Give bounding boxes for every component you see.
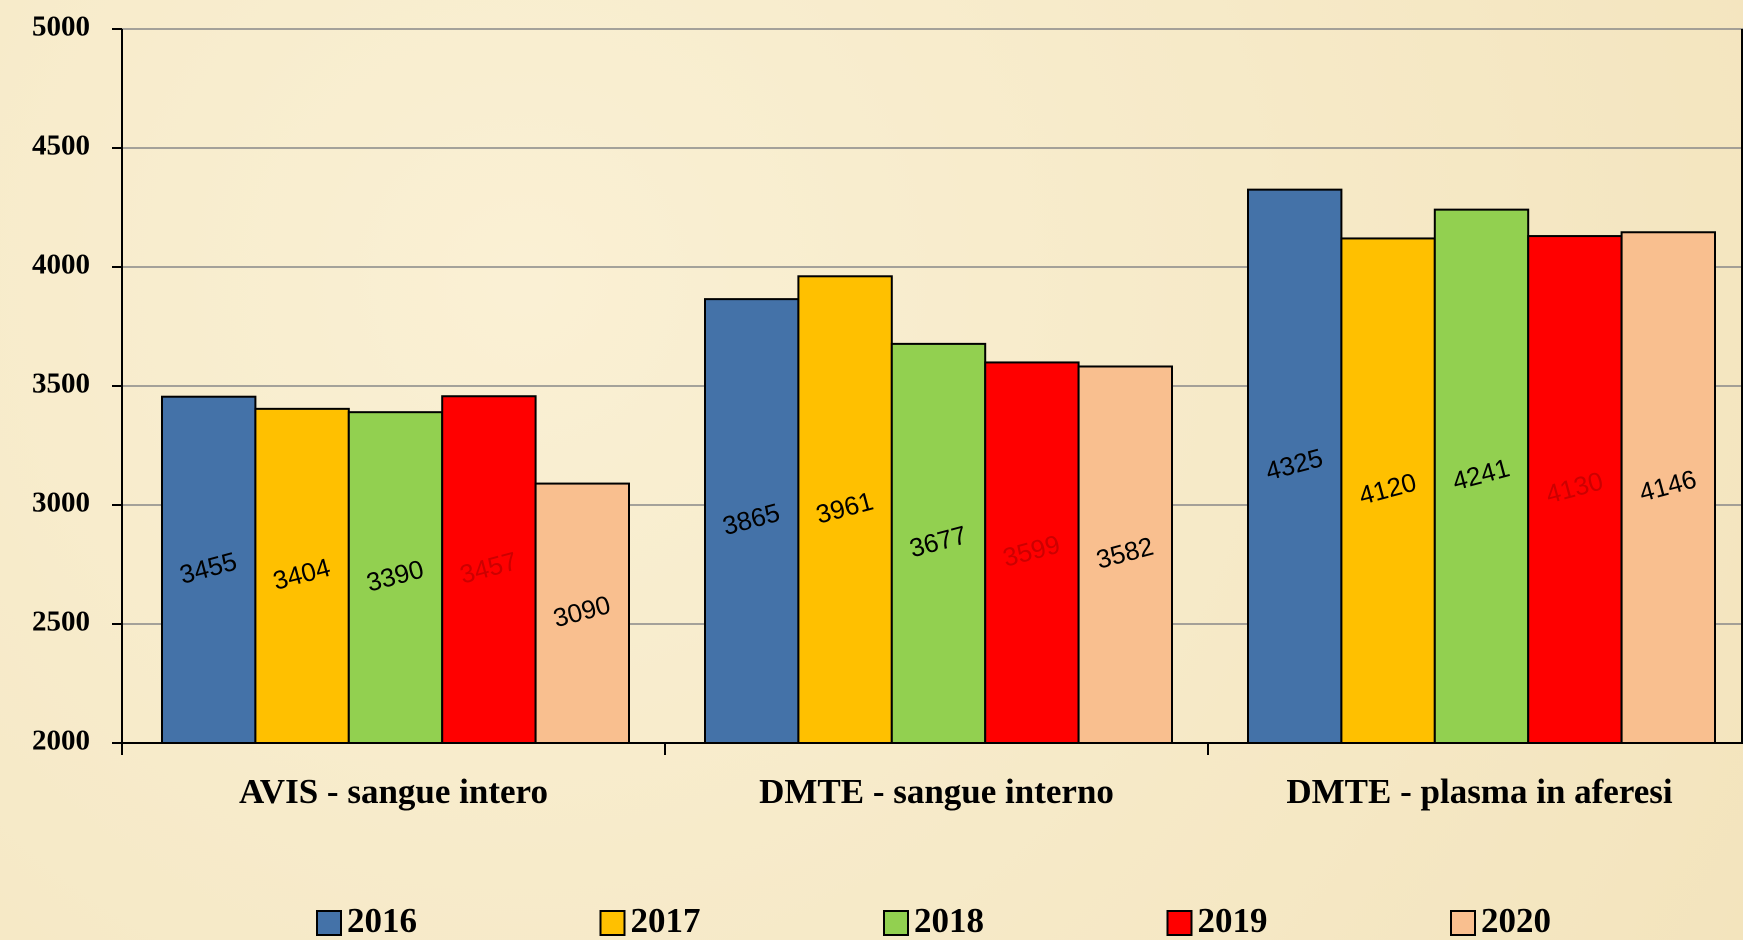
bar [984, 361, 1080, 744]
bar [534, 482, 630, 744]
legend-swatch [1166, 910, 1193, 936]
legend-label: 2020 [1481, 901, 1551, 940]
y-tick-label: 4500 [32, 130, 90, 162]
bar [1247, 188, 1343, 744]
x-tick-label: AVIS - sangue intero [239, 772, 548, 811]
bar [441, 395, 537, 744]
legend-label: 2017 [631, 901, 701, 940]
bar [1340, 237, 1436, 744]
bar [1433, 208, 1530, 744]
x-tick-label: DMTE - sangue interno [759, 772, 1114, 811]
legend-label: 2019 [1198, 901, 1268, 940]
legend-swatch [316, 910, 342, 936]
bar [797, 275, 893, 744]
bar [254, 407, 350, 744]
bar [347, 411, 444, 744]
legend-swatch [883, 910, 909, 936]
y-tick-label: 4000 [32, 249, 90, 281]
bar [161, 395, 257, 744]
legend-label: 2016 [347, 901, 417, 940]
legend-swatch [599, 910, 626, 936]
y-tick-label: 2500 [32, 606, 90, 638]
bar [1527, 235, 1623, 744]
y-tick-label: 3000 [32, 487, 90, 519]
y-tick-label: 3500 [32, 368, 90, 400]
x-tick-label: DMTE - plasma in aferesi [1286, 772, 1673, 811]
legend-swatch [1450, 910, 1476, 936]
bar [1620, 231, 1716, 744]
bar [890, 342, 987, 744]
y-tick-label: 2000 [32, 725, 90, 757]
y-tick-label: 5000 [32, 11, 90, 43]
legend-label: 2018 [914, 901, 984, 940]
bar [1077, 365, 1173, 744]
